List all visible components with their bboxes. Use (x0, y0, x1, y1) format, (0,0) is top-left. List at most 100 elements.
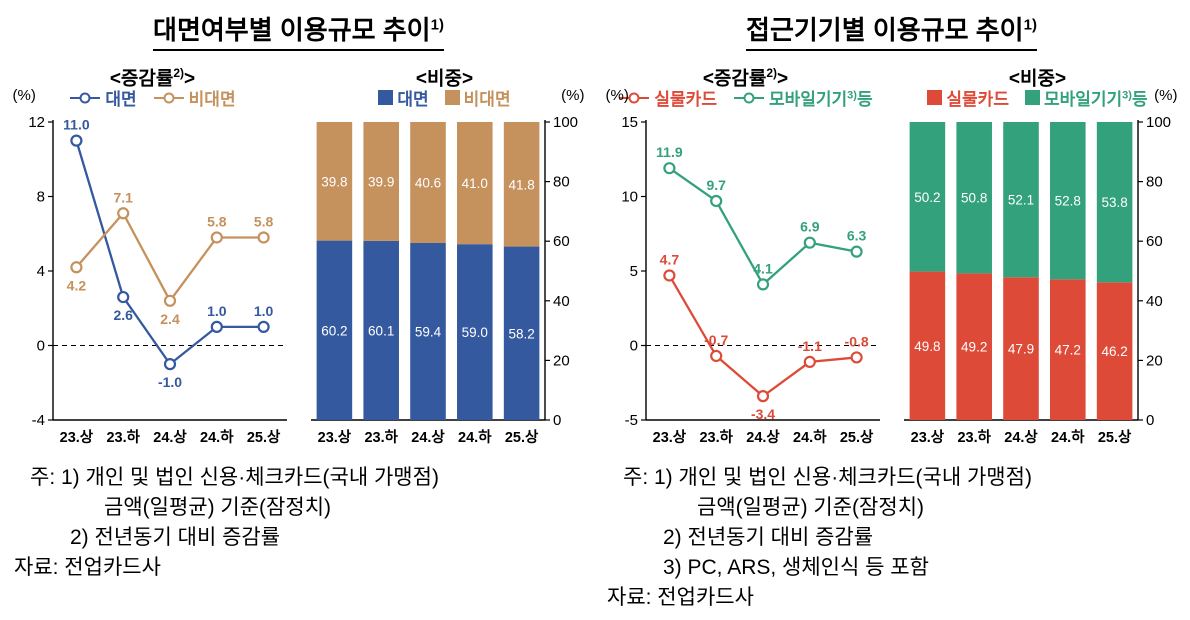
legend-line-marker-icon (153, 92, 184, 103)
data-label: -1.0 (157, 374, 181, 390)
chart-header-sup: 2) (173, 66, 185, 80)
panel-title: 접근기기별 이용규모 추이1) (601, 10, 1182, 51)
x-axis-label: 23.상 (652, 429, 686, 446)
data-label: 5.8 (207, 213, 227, 229)
y-tick-label: 0 (36, 338, 44, 355)
bar-label: 58.2 (508, 326, 534, 341)
data-label: -1.1 (797, 338, 821, 354)
bar-segment-0 (362, 240, 399, 420)
legend-swatch-icon (1024, 90, 1040, 105)
x-axis-label: 24.상 (153, 429, 187, 446)
chart-header: <비중> (898, 61, 1178, 89)
y-axis-unit-label: (%) (605, 87, 629, 104)
data-point (850, 245, 863, 258)
x-axis-label: 23.하 (364, 429, 398, 446)
x-axis-label: 24.상 (411, 429, 445, 446)
chart-legend: 대면 비대면 (13, 85, 293, 110)
note-line: 2) 전년동기 대비 증감률 (70, 526, 281, 549)
legend-item-0: 실물카드 (618, 85, 717, 110)
panel-title-text: 대면여부별 이용규모 추이1) (153, 10, 444, 51)
bar-label: 50.2 (914, 190, 940, 205)
data-label: -3.4 (750, 406, 774, 422)
series-line (667, 274, 857, 398)
legend-label-text: 모바일기기 (768, 90, 848, 109)
note-source-line: 자료: 전업카드사 (14, 556, 161, 579)
legend-label: 실물카드 (946, 85, 1009, 110)
bar-label: 52.1 (1007, 193, 1033, 208)
chart-header-text: <비중 (415, 68, 462, 90)
bar-label: 41.0 (461, 176, 487, 191)
x-axis-label: 25.상 (839, 429, 873, 446)
legend-label: 비대면 (464, 85, 511, 110)
line-series-1: 11.9 9.7 4.1 6.9 6.3 (656, 144, 866, 291)
stacked-bar-chart-svg: 0 20 40 60 80 100 23.상 23.하 24.상 24.하 25.상 49.8 50.2… (903, 114, 1171, 446)
legend-item-0: 대면 (69, 85, 137, 110)
legend-label: 대면 (105, 85, 136, 110)
data-point (850, 351, 863, 364)
bar-label: 59.0 (461, 325, 487, 340)
panel-title-sup: 1) (430, 16, 444, 34)
chart-header: <증감률2)> (13, 61, 293, 89)
bar-label: 59.4 (414, 324, 441, 339)
line-series-1: 4.2 7.1 2.4 5.8 5.8 (66, 189, 273, 327)
data-point (257, 231, 270, 244)
growth-rate-chart-box: <증감률2)> (%) 실물카드 모바일기기3)등 -5 0 5 10 15 23.상 23.… (606, 61, 886, 455)
y-tick-label: 60 (553, 233, 570, 250)
growth-rate-chart-box: <증감률2)> (%) 대면 비대면 -4 0 4 8 12 23.상 23.하 24.상 24.… (13, 61, 293, 455)
x-axis-label: 25.상 (504, 429, 538, 446)
bar-segment-0 (1049, 279, 1086, 420)
data-point (662, 162, 676, 175)
bar-segment-0 (1096, 282, 1132, 420)
data-point (210, 320, 223, 333)
x-axis-label: 24.상 (1004, 429, 1038, 446)
data-label: 2.6 (113, 307, 133, 323)
y-tick-label: 40 (553, 293, 570, 310)
y-axis-unit-label: (%) (12, 87, 36, 104)
x-axis-label: 24.하 (200, 429, 234, 446)
data-point (709, 349, 722, 363)
y-tick-label: 12 (28, 114, 45, 131)
data-label: 9.7 (706, 177, 726, 193)
data-point (163, 294, 176, 307)
data-point (662, 269, 676, 282)
chart-header-close: > (461, 68, 474, 90)
legend-swatch-icon (378, 90, 394, 105)
bar-segment-0 (503, 246, 539, 420)
bar-segment-1 (456, 122, 493, 245)
y-tick-label: 15 (621, 114, 638, 131)
legend-swatch-icon (927, 90, 943, 105)
y-tick-label: -5 (624, 412, 637, 429)
x-axis-label: 25.상 (1097, 429, 1131, 446)
legend-label-text: 모바일기기 (1043, 90, 1123, 109)
legend-item-1: 비대면 (444, 85, 511, 110)
bar-label: 47.2 (1054, 343, 1080, 358)
legend-item-1: 비대면 (153, 85, 236, 110)
x-axis-label: 23.하 (699, 429, 733, 446)
bar-segment-0 (1002, 277, 1039, 420)
data-point (756, 278, 769, 291)
bar-label: 60.2 (321, 323, 347, 338)
y-tick-label: 5 (629, 263, 637, 280)
bar-label: 46.2 (1101, 344, 1127, 359)
data-label: 4.1 (753, 260, 773, 276)
note-line: 금액(일평균) 기준(잠정치) (697, 496, 925, 519)
bar-label: 47.9 (1007, 342, 1033, 357)
bar-segment-0 (909, 271, 945, 420)
legend-label: 실물카드 (654, 85, 717, 110)
legend-label-text: 대면 (397, 90, 429, 109)
legend-label-text: 대면 (105, 90, 137, 109)
data-point (163, 358, 176, 371)
x-axis-label: 23.상 (59, 429, 93, 446)
legend-label: 대면 (397, 85, 428, 110)
legend-line-marker-icon (733, 92, 764, 103)
chart-header-close: > (777, 68, 789, 90)
bar-segment-1 (409, 122, 446, 243)
y-tick-label: 20 (553, 352, 570, 369)
line-series-0: 4.7 -0.7 -3.4 -1.1 -0.8 (659, 251, 868, 422)
data-label: 4.7 (659, 251, 679, 267)
bar-segment-1 (909, 122, 945, 272)
charts-row: <증감률2)> (%) 대면 비대면 -4 0 4 8 12 23.상 23.하 24.상 24.… (8, 61, 589, 455)
legend-line-marker-icon (70, 92, 101, 103)
bar-label: 50.8 (961, 191, 987, 206)
